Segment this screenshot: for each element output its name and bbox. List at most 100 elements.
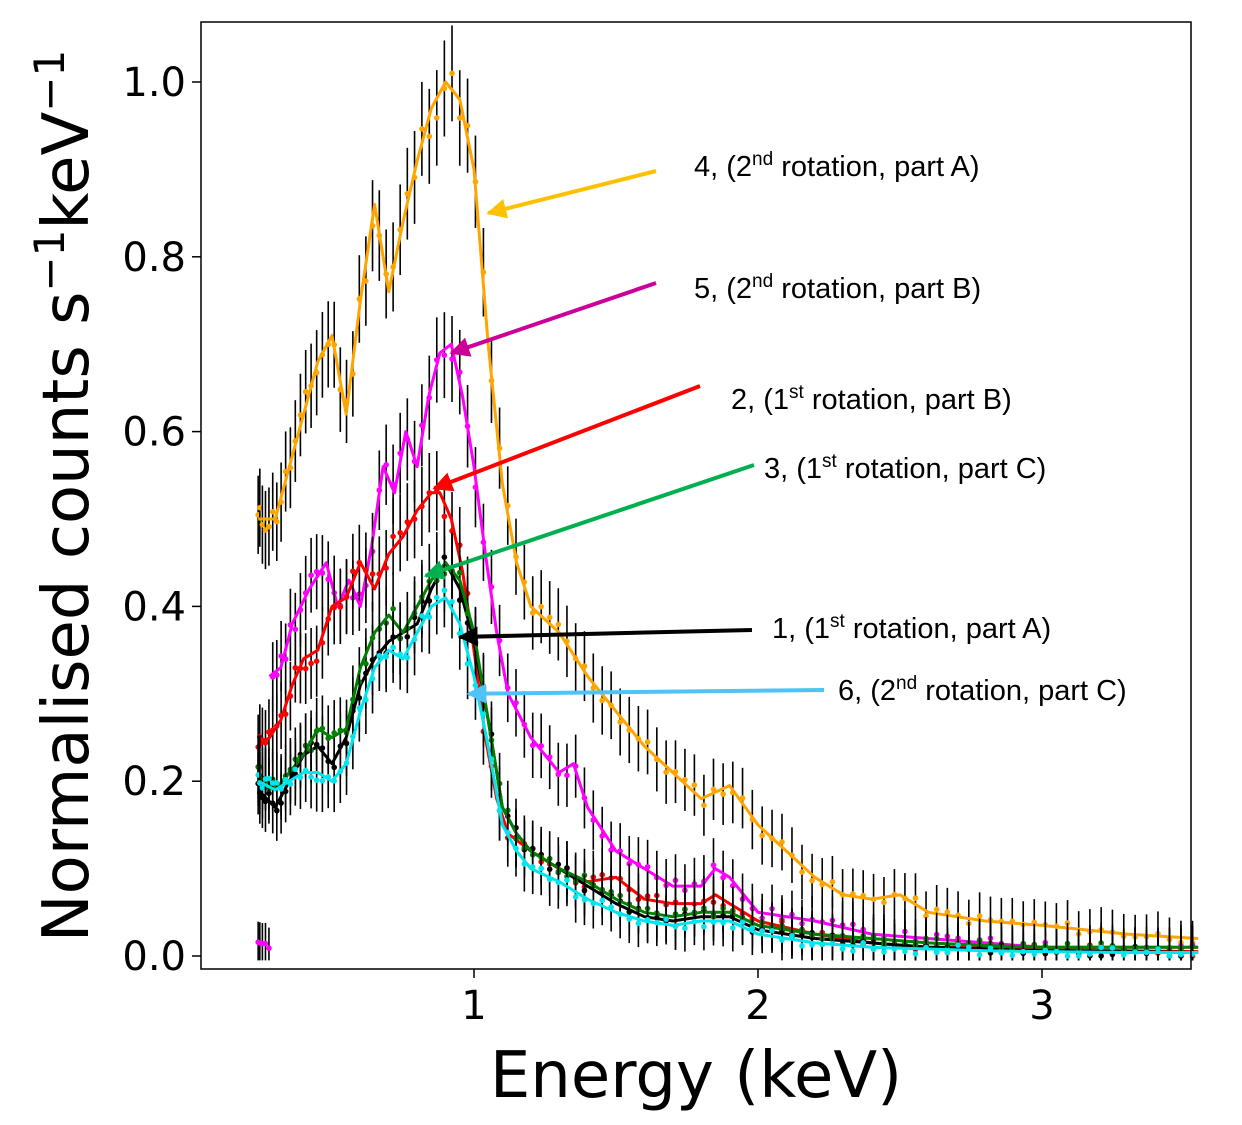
- annotation-superscript: st: [822, 451, 838, 472]
- data-point: [1064, 953, 1071, 959]
- data-point: [266, 945, 272, 951]
- data-point: [789, 932, 795, 939]
- data-point: [730, 925, 736, 931]
- data-point: [976, 952, 983, 958]
- data-point: [419, 126, 425, 132]
- annotation-number: 5, (2: [694, 273, 752, 305]
- data-point: [337, 604, 344, 610]
- data-point: [538, 865, 544, 872]
- data-point: [449, 70, 455, 77]
- annotation-superscript: st: [789, 382, 805, 403]
- data-point: [564, 877, 570, 883]
- y-tick-label: 1.0: [122, 60, 186, 106]
- data-point: [433, 115, 440, 121]
- annotation-arrow-a2: [432, 384, 701, 492]
- annotation-label-a3: 3, (1st rotation, part C): [764, 451, 1046, 485]
- data-point: [441, 513, 448, 520]
- data-point: [363, 660, 369, 667]
- data-point: [1098, 944, 1104, 951]
- data-point: [308, 660, 314, 667]
- annotation-number: 4, (2: [694, 151, 752, 183]
- series-s3: [255, 532, 1199, 961]
- data-point: [933, 949, 940, 956]
- y-tick-label: 0.2: [122, 759, 186, 805]
- data-point: [1109, 945, 1116, 951]
- data-point: [720, 874, 726, 881]
- annotation-superscript: nd: [752, 149, 773, 170]
- data-point: [599, 697, 605, 704]
- annotation-arrow-a1: [457, 626, 753, 647]
- data-point: [257, 504, 263, 511]
- plot-frame: [200, 21, 1192, 970]
- data-point: [779, 839, 785, 845]
- annotation-number: 3, (1: [764, 453, 822, 485]
- data-point: [860, 939, 867, 946]
- data-point: [881, 949, 887, 955]
- series-s3-model-line: [257, 561, 1199, 949]
- data-point: [912, 895, 919, 901]
- x-tick-label: 1: [461, 983, 486, 1029]
- data-point: [799, 869, 805, 875]
- data-point: [663, 916, 669, 922]
- y-tick-label: 0.6: [122, 410, 186, 456]
- data-point: [976, 913, 983, 919]
- data-point: [635, 920, 642, 927]
- data-point: [912, 950, 919, 957]
- data-point: [944, 949, 951, 956]
- y-axis-title-exp1: −1: [25, 230, 74, 292]
- data-point: [944, 909, 951, 915]
- annotation-superscript: st: [830, 611, 846, 632]
- data-point: [426, 133, 433, 140]
- series-s6: [255, 553, 1199, 961]
- data-point: [302, 388, 309, 395]
- data-point: [966, 944, 972, 950]
- y-axis-title-exp2: −1: [25, 50, 74, 112]
- data-point: [933, 906, 940, 913]
- data-point: [1166, 952, 1173, 959]
- data-point: [308, 774, 314, 780]
- data-point: [319, 777, 326, 784]
- data-point: [529, 610, 536, 616]
- annotation-label-a2: 2, (1st rotation, part B): [731, 382, 1012, 416]
- annotation-layer: 4, (2nd rotation, part A)5, (2nd rotatio…: [423, 149, 1127, 707]
- data-point: [839, 946, 846, 952]
- data-point: [691, 782, 698, 788]
- data-point: [902, 948, 908, 955]
- data-point: [449, 598, 455, 605]
- data-point: [799, 943, 805, 949]
- data-point: [759, 832, 765, 839]
- data-point: [701, 802, 707, 809]
- data-point: [259, 784, 266, 791]
- y-axis-title-main: Normalised counts s: [30, 292, 104, 943]
- annotation-label-a1: 1, (1st rotation, part A): [772, 611, 1051, 645]
- series-s4-model-line: [258, 80, 1199, 940]
- data-point: [923, 913, 929, 919]
- data-point: [441, 352, 448, 358]
- data-point: [644, 739, 651, 745]
- data-point: [369, 571, 376, 577]
- data-point: [390, 644, 396, 651]
- data-point: [390, 533, 396, 540]
- data-point: [292, 766, 299, 773]
- data-point: [456, 115, 463, 121]
- data-point: [599, 897, 605, 904]
- data-point: [1155, 946, 1161, 952]
- data-point: [308, 572, 314, 579]
- series-layer: [255, 25, 1199, 961]
- data-point: [433, 594, 440, 601]
- annotation-rest: rotation, part B): [773, 273, 981, 305]
- series-s1-data-points: [255, 519, 1196, 961]
- annotation-rest: rotation, part A): [773, 151, 979, 183]
- data-point: [292, 664, 299, 671]
- data-point: [720, 791, 726, 797]
- data-point: [663, 769, 669, 775]
- data-point: [955, 942, 961, 948]
- annotation-arrow-a6: [466, 683, 825, 704]
- data-point: [710, 786, 717, 793]
- y-tick-label: 0.8: [122, 235, 186, 281]
- data-point: [564, 772, 570, 779]
- data-point: [1009, 952, 1016, 959]
- data-point: [350, 568, 356, 575]
- data-point: [266, 523, 272, 530]
